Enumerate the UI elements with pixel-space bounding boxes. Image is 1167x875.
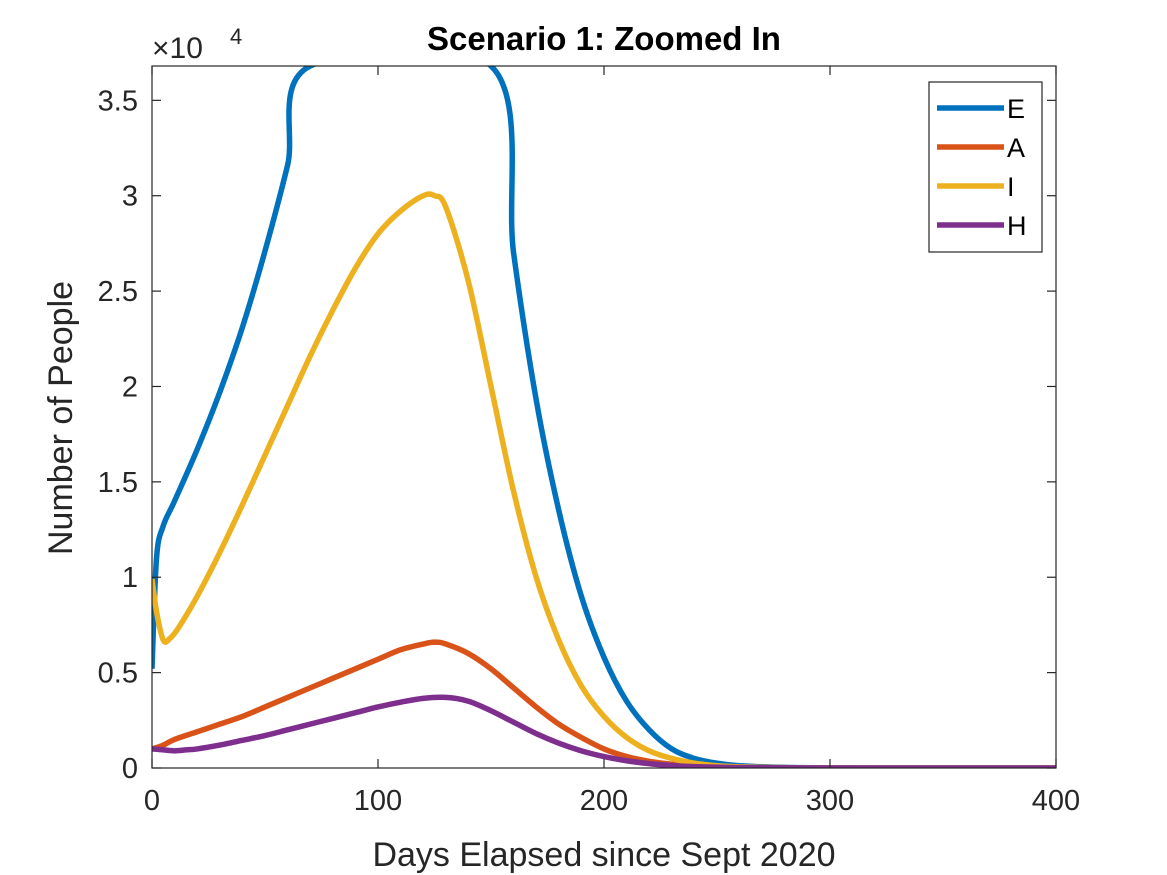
legend-label-a: A bbox=[1007, 133, 1025, 163]
y-tick-label: 0.5 bbox=[98, 658, 138, 690]
x-tick-label: 300 bbox=[806, 785, 854, 817]
x-tick-label: 200 bbox=[580, 785, 628, 817]
y-axis-label: Number of People bbox=[42, 281, 80, 555]
y-tick-label: 3.5 bbox=[98, 85, 138, 117]
y-tick-label: 3 bbox=[122, 181, 138, 213]
y-exponent-base: ×10 bbox=[152, 32, 203, 65]
legend-label-h: H bbox=[1007, 211, 1027, 241]
legend-label-i: I bbox=[1007, 172, 1015, 202]
y-tick-label: 0 bbox=[122, 753, 138, 785]
y-tick-label: 2 bbox=[122, 371, 138, 403]
legend-label-e: E bbox=[1007, 94, 1025, 124]
x-tick-label: 400 bbox=[1032, 785, 1080, 817]
x-axis-label: Days Elapsed since Sept 2020 bbox=[372, 836, 835, 874]
x-tick-label: 100 bbox=[354, 785, 402, 817]
y-tick-label: 1 bbox=[122, 562, 138, 594]
x-tick-label: 0 bbox=[144, 785, 160, 817]
y-tick-label: 1.5 bbox=[98, 467, 138, 499]
series-line-h bbox=[152, 694, 1056, 768]
y-exponent-power: 4 bbox=[230, 24, 242, 49]
y-tick-label: 2.5 bbox=[98, 276, 138, 308]
chart-title: Scenario 1: Zoomed In bbox=[427, 20, 781, 57]
tick-layer: 0 100 200 300 400 0 0.5 1 1.5 2 2.5 3 3.5 bbox=[98, 66, 1080, 817]
series-layer bbox=[152, 66, 1056, 768]
